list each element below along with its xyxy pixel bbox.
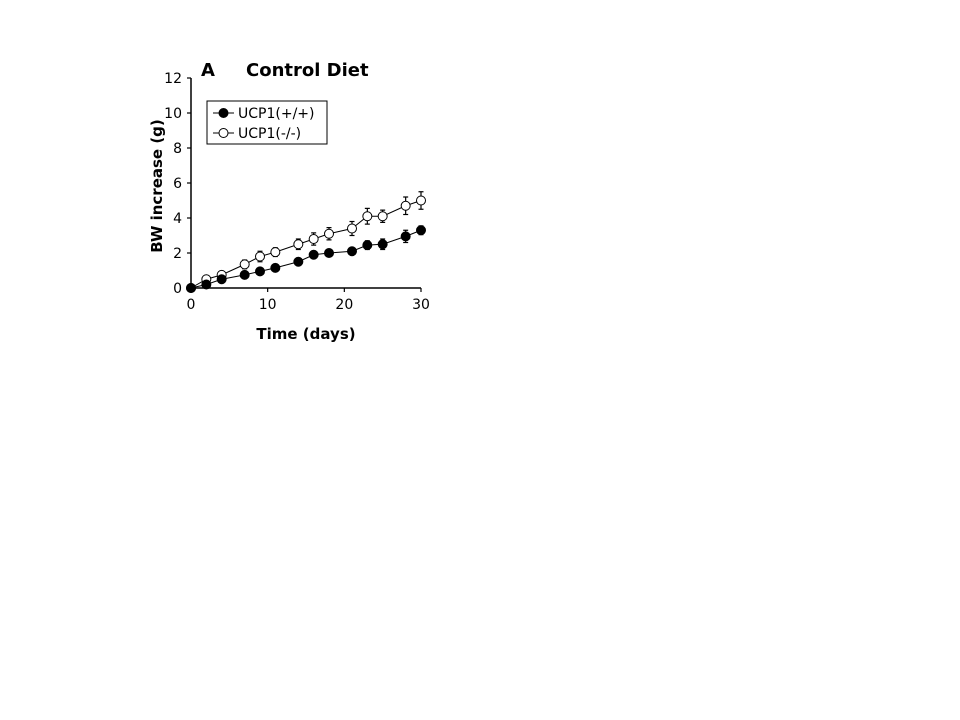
- data-point: [416, 195, 426, 206]
- data-point: [377, 239, 388, 250]
- data-point: [324, 248, 334, 258]
- y-tick-label: 8: [173, 141, 182, 157]
- data-point: [239, 269, 250, 280]
- data-point: [186, 283, 196, 293]
- plot-area: [186, 191, 426, 293]
- y-tick-label: 0: [173, 281, 182, 297]
- y-ticks: 0 2 4 6 8 10 12: [164, 71, 191, 297]
- data-point: [400, 231, 411, 242]
- data-point: [377, 211, 388, 222]
- x-tick-label: 30: [412, 297, 430, 313]
- legend: UCP1(+/+) UCP1(-/-): [206, 100, 328, 145]
- data-point: [255, 251, 265, 262]
- x-ticks: 0 10 20 30: [187, 288, 430, 313]
- data-point: [362, 240, 373, 251]
- legend-label-series-1: UCP1(+/+): [238, 106, 314, 122]
- x-tick-label: 0: [187, 297, 196, 313]
- data-point: [270, 247, 281, 258]
- x-tick-label: 20: [335, 297, 353, 313]
- chart-title: Control Diet: [246, 60, 369, 81]
- panel-label: A: [201, 60, 215, 81]
- y-tick-label: 6: [173, 176, 182, 192]
- data-point: [347, 246, 357, 257]
- data-point: [416, 225, 426, 236]
- data-point: [400, 200, 411, 211]
- legend-marker-series-1: [218, 108, 229, 118]
- data-point: [362, 211, 373, 222]
- y-tick-label: 4: [173, 211, 182, 227]
- data-point: [216, 274, 227, 285]
- y-tick-label: 12: [164, 71, 182, 87]
- y-tick-label: 2: [173, 246, 182, 262]
- legend-label-series-2: UCP1(-/-): [238, 126, 301, 142]
- legend-box: [206, 100, 328, 145]
- series-1: [186, 225, 426, 293]
- x-tick-label: 10: [259, 297, 277, 313]
- data-point: [201, 279, 212, 290]
- data-point: [239, 259, 250, 270]
- data-point: [293, 256, 304, 267]
- data-point: [270, 262, 281, 273]
- y-tick-label: 10: [164, 106, 182, 122]
- data-point: [324, 228, 334, 239]
- data-point: [308, 234, 319, 244]
- data-point: [255, 266, 265, 277]
- data-point: [293, 239, 304, 250]
- legend-marker-series-2: [218, 128, 229, 138]
- y-axis-label: BW increase (g): [148, 119, 166, 253]
- data-point: [347, 223, 357, 234]
- x-axis-label: Time (days): [256, 325, 355, 343]
- data-point: [308, 249, 319, 260]
